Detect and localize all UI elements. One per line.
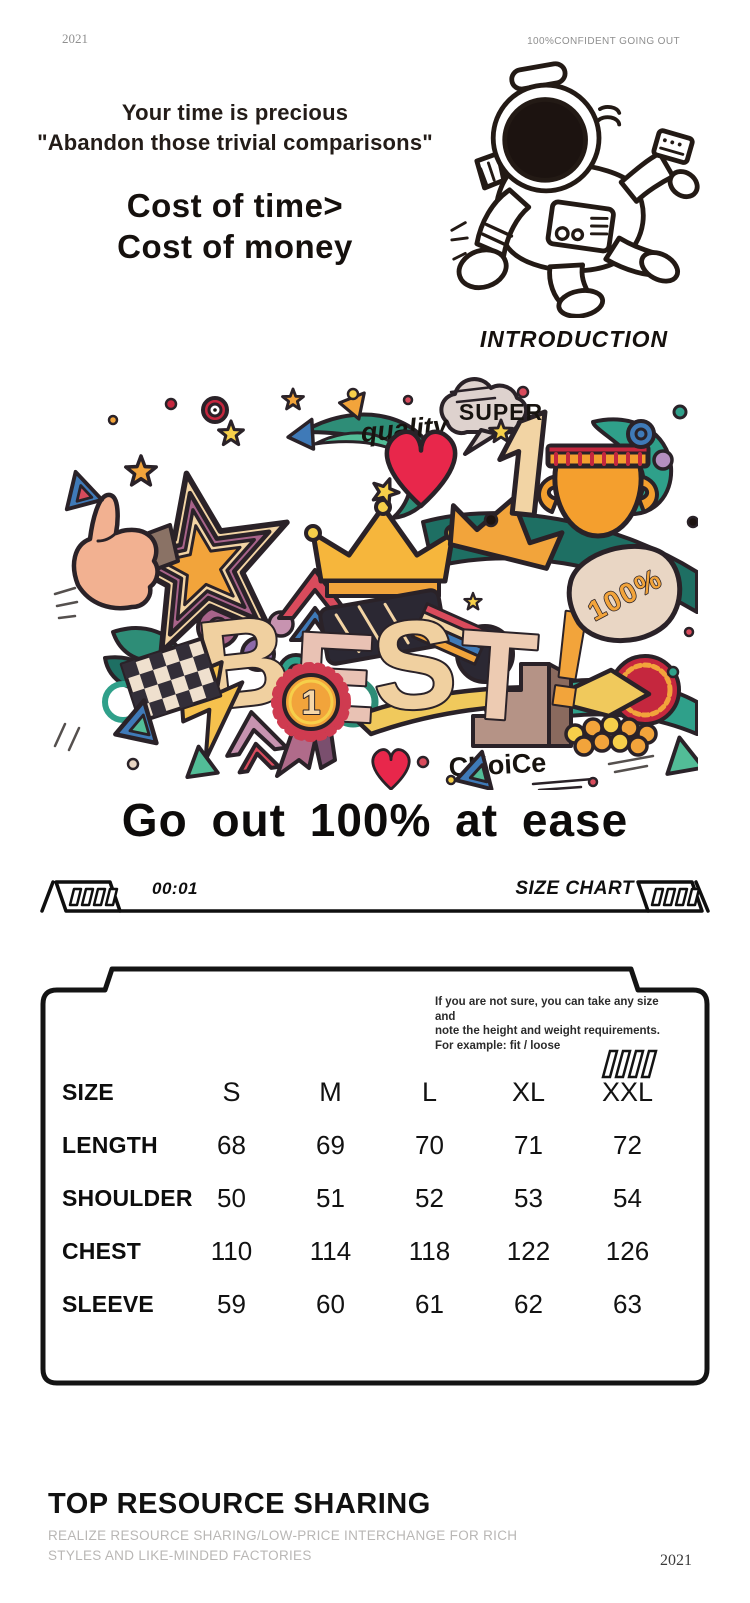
medal: 1: [271, 662, 351, 778]
table-cell: 70: [415, 1130, 444, 1160]
size-chart-bar: 00:01 SIZE CHART: [40, 878, 712, 918]
right-boot: [639, 250, 680, 284]
table-cell: 54: [613, 1183, 642, 1213]
letter-s: S: [369, 594, 460, 737]
table-cell: 62: [514, 1289, 543, 1319]
medal-number: 1: [302, 684, 321, 722]
left-glove: [456, 247, 509, 291]
hatch-marks-icon: [601, 1049, 658, 1079]
table-header-label: SIZE: [62, 1079, 114, 1105]
checkered-flag: [119, 636, 223, 724]
table-cell: 61: [415, 1289, 444, 1319]
table-cell: 53: [514, 1183, 543, 1213]
table-cell: 122: [506, 1236, 551, 1266]
table-cell: 50: [217, 1183, 246, 1213]
row-label-sleeve: SLEEVE: [62, 1291, 154, 1317]
chest-panel: [545, 199, 616, 254]
col-header-xxl: XXL: [601, 1077, 654, 1107]
thumbs-up: [71, 492, 180, 611]
footer-subtitle-line-1: REALIZE RESOURCE SHARING/LOW-PRICE INTER…: [48, 1528, 518, 1543]
heart-small: [371, 748, 411, 791]
col-header-xl: XL: [511, 1077, 546, 1107]
coil-antenna: [596, 105, 622, 127]
astronaut-svg: [450, 61, 700, 319]
col-header-m: M: [319, 1077, 342, 1107]
super-cloud: SUPER: [439, 377, 542, 456]
crown-small: [447, 496, 565, 571]
hundred-bubble: 100%: [566, 544, 683, 644]
size-table: SIZE S M L XL XXL LENGTH 68 69 70 71 72 …: [62, 1066, 686, 1331]
table-cell: 63: [613, 1289, 642, 1319]
row-label-length: LENGTH: [62, 1132, 158, 1158]
scatter-dots: [107, 385, 700, 788]
note-line-1: If you are not sure, you can take any si…: [435, 996, 659, 1023]
numeral-one: [497, 409, 548, 518]
cost-line-1: Cost of time>: [126, 187, 344, 224]
table-cell: 59: [217, 1289, 246, 1319]
letter-t: T: [455, 604, 541, 748]
row-label-shoulder: SHOULDER: [62, 1185, 193, 1211]
table-cell: 68: [217, 1130, 246, 1160]
table-cell: 71: [514, 1130, 543, 1160]
doodle-svg: B E S T ! 1: [53, 377, 706, 792]
col-header-l: L: [421, 1077, 438, 1107]
visor: [502, 97, 588, 183]
table-cell: 69: [316, 1130, 345, 1160]
table-cell: 52: [415, 1183, 444, 1213]
footer-subtitle-line-2: STYLES AND LIKE-MINDED FACTORIES: [48, 1548, 312, 1563]
cost-statement: Cost of time> Cost of money: [25, 185, 445, 267]
bar-timestamp: 00:01: [152, 879, 198, 898]
motion-lines: [450, 221, 469, 261]
size-chart-note: If you are not sure, you can take any si…: [435, 995, 665, 1053]
size-chart-bar-decoration: [40, 880, 710, 913]
intro-line-2: "Abandon those trivial comparisons": [37, 130, 433, 155]
table-cell: 51: [316, 1183, 345, 1213]
introduction-caption: INTRODUCTION: [479, 326, 669, 352]
col-header-s: S: [222, 1077, 241, 1107]
trophy: [537, 443, 659, 539]
table-cell: 126: [605, 1236, 650, 1266]
intro-line-1: Your time is precious: [121, 100, 349, 125]
wrist-device: [651, 128, 695, 165]
header-year: 2021: [62, 31, 88, 46]
note-line-3: For example: fit / loose: [435, 1039, 561, 1052]
size-chart-border: [40, 966, 710, 1386]
size-chart-title: SIZE CHART: [515, 878, 634, 899]
table-cell: 72: [613, 1130, 642, 1160]
cost-line-2: Cost of money: [117, 228, 353, 265]
table-cell: 110: [210, 1236, 253, 1266]
size-chart-box: [35, 963, 717, 1389]
row-label-chest: CHEST: [62, 1238, 141, 1264]
right-glove: [667, 169, 700, 200]
table-cell: 60: [316, 1289, 345, 1319]
header-slogan: 100%CONFIDENT GOING OUT: [527, 36, 680, 47]
hatch-lines: [53, 586, 655, 774]
table-cell: 118: [408, 1236, 451, 1266]
note-line-2: note the height and weight requirements.: [435, 1025, 660, 1037]
footer-subtitle: REALIZE RESOURCE SHARING/LOW-PRICE INTER…: [48, 1526, 608, 1566]
target-dot: [201, 396, 229, 424]
stairs: [471, 662, 573, 748]
table-cell: 114: [309, 1236, 352, 1266]
left-boot: [556, 288, 606, 319]
crown: [304, 498, 462, 598]
right-arm: [618, 150, 676, 204]
astronaut-illustration: [448, 56, 700, 319]
intro-text-block: Your time is precious "Abandon those tri…: [25, 98, 445, 267]
hero-title: Go out 100% at ease: [121, 794, 629, 846]
doodle-illustration: B E S T ! 1: [53, 372, 706, 792]
orange-bumps: [564, 714, 658, 757]
footer-title: TOP RESOURCE SHARING: [48, 1488, 431, 1520]
footer-year: 2021: [660, 1552, 692, 1569]
